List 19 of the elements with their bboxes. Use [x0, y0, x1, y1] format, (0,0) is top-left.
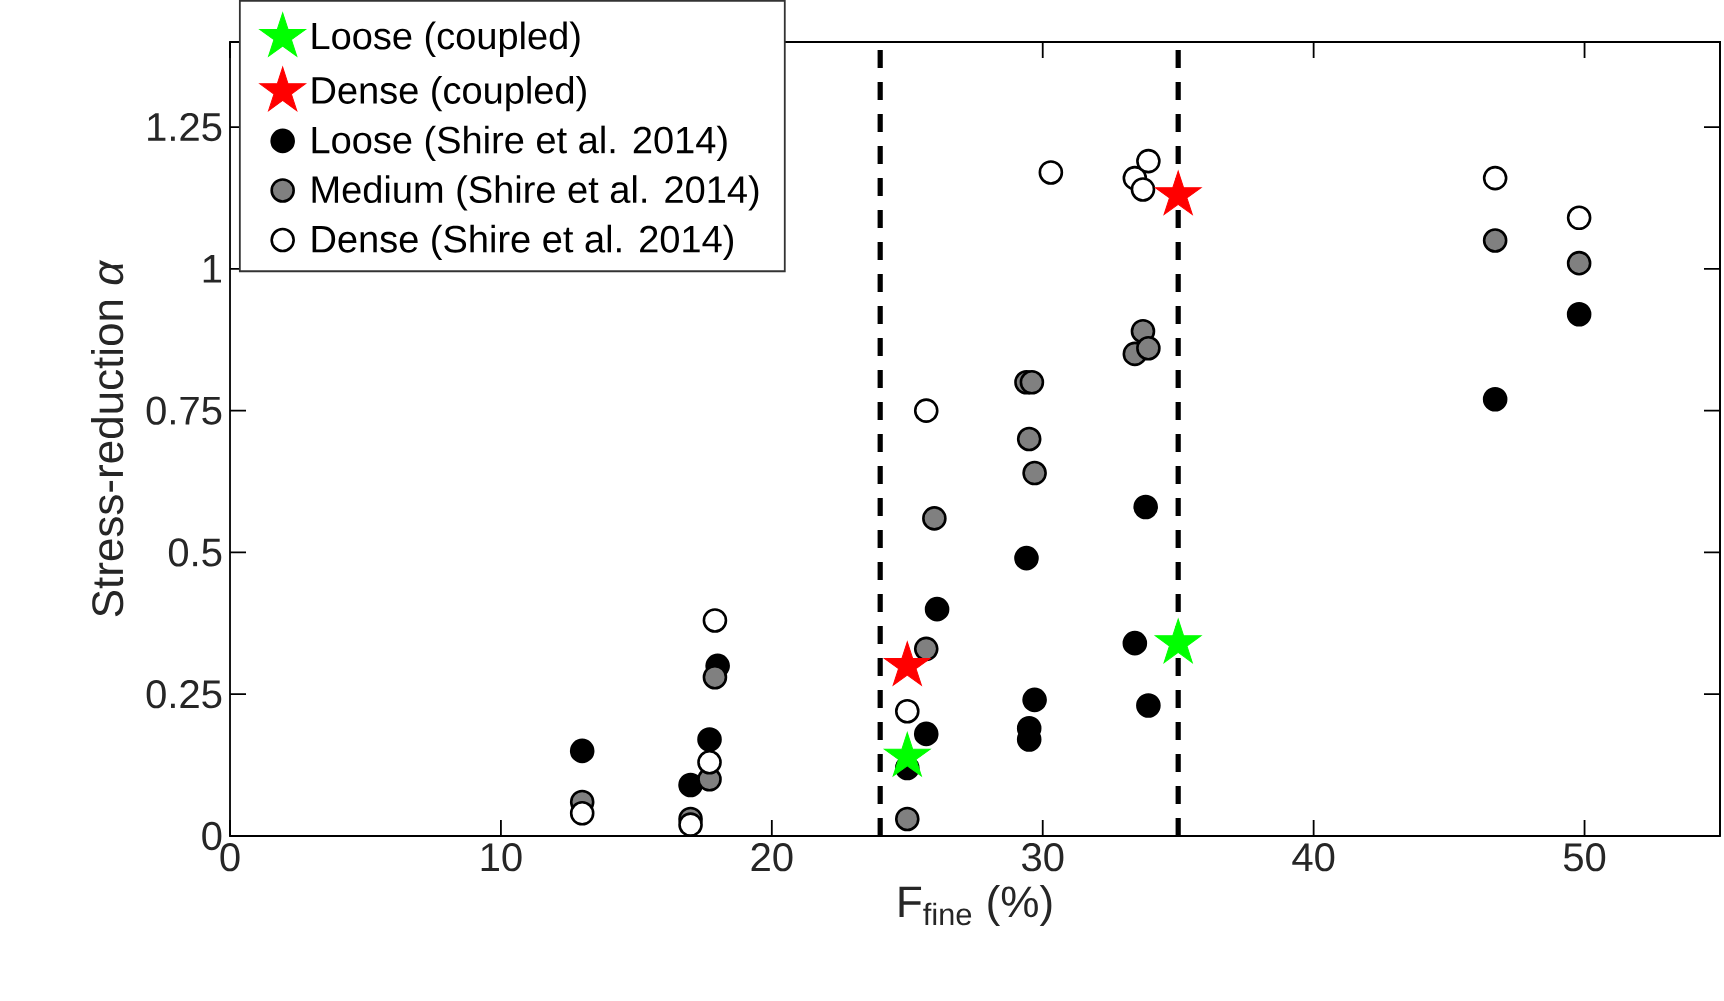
x-tick-label: 40: [1292, 843, 1335, 872]
legend-label: Loose (Shire et al. 2014): [312, 125, 727, 162]
y-tick-label: 1: [203, 255, 221, 283]
legend-label: Loose (coupled): [312, 21, 580, 57]
legend-label: Dense (coupled): [312, 75, 586, 112]
legend-label: Dense (Shire et al. 2014): [312, 224, 733, 261]
x-tick-label: 30: [1022, 843, 1064, 872]
y-tick-label: 0.5: [168, 538, 222, 567]
y-tick-label: 1.25: [148, 112, 222, 142]
x-tick-label: 10: [481, 843, 522, 872]
x-tick-label: 50: [1563, 843, 1606, 872]
x-axis-title: F$_{fine}$ (%): [899, 885, 1052, 927]
y-tick-label: 0.25: [146, 680, 222, 709]
legend-label: Medium (Shire et al. 2014): [312, 175, 759, 211]
x-tick-label: 20: [751, 843, 793, 872]
y-tick-label: 0.75: [146, 396, 222, 425]
y-axis-title: Stress-reduction α: [91, 259, 124, 617]
y-tick-label: 0: [202, 821, 222, 851]
x-tick-label: 0: [220, 843, 240, 872]
